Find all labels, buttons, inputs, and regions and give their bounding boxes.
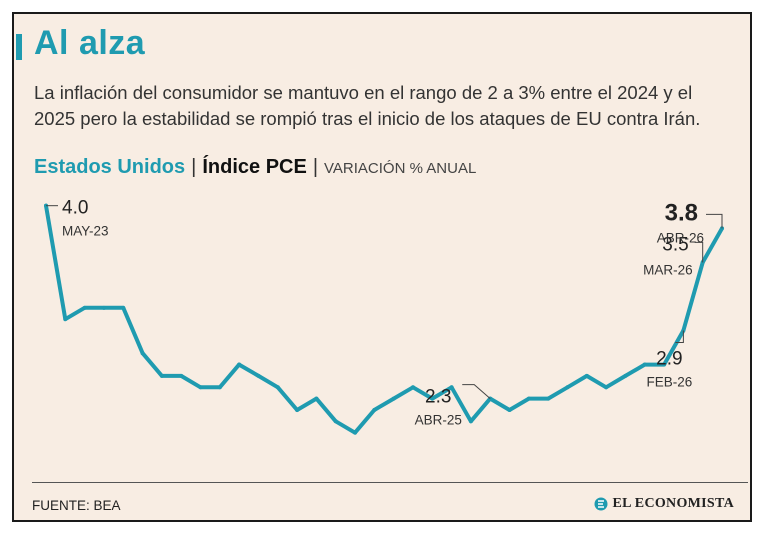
- data-point: [353, 430, 358, 435]
- metric-label: VARIACIÓN % ANUAL: [324, 160, 477, 177]
- data-label-value: 2.3: [425, 387, 451, 408]
- data-point: [198, 385, 203, 390]
- data-label-value: 2.9: [656, 349, 682, 370]
- data-point: [217, 385, 222, 390]
- data-point: [565, 385, 570, 390]
- data-point: [256, 373, 261, 378]
- data-label-date: MAR-26: [643, 262, 693, 277]
- data-point: [546, 396, 551, 401]
- data-point: [179, 373, 184, 378]
- data-label-date: FEB-26: [646, 375, 692, 390]
- data-label-value: 3.5: [662, 234, 688, 255]
- annotation-may-23: 4.0 MAY-23: [46, 198, 109, 239]
- data-point: [140, 351, 145, 356]
- data-point: [333, 419, 338, 424]
- data-point: [604, 385, 609, 390]
- data-point: [121, 305, 126, 310]
- annotation-abr-26: 3.8 ABR-26: [657, 199, 723, 245]
- data-point: [410, 385, 415, 390]
- annotation-abr-25: 2.3 ABR-25: [415, 384, 491, 428]
- annotation-leader-line: [675, 330, 684, 344]
- title-accent-bar: [16, 34, 22, 60]
- publisher-brand: EL ECONOMISTA: [594, 496, 735, 512]
- data-label-value: 3.8: [665, 199, 698, 226]
- data-point: [372, 407, 377, 412]
- data-point: [430, 396, 435, 401]
- data-label-date: ABR-25: [415, 413, 462, 428]
- data-point: [507, 407, 512, 412]
- data-point: [275, 385, 280, 390]
- index-label: Índice PCE: [202, 156, 307, 178]
- data-point: [159, 373, 164, 378]
- annotation-mar-26: 3.5 MAR-26: [643, 234, 704, 277]
- header-separator-1: |: [191, 156, 197, 178]
- source-note: FUENTE: BEA: [32, 498, 121, 513]
- series-header: Estados Unidos | Índice PCE | VARIACIÓN % AN…: [34, 156, 476, 179]
- annotation-leader-line: [462, 384, 491, 399]
- data-point: [314, 396, 319, 401]
- annotation-leader-line: [694, 241, 704, 263]
- data-label-date: MAY-23: [62, 224, 109, 239]
- annotation-feb-26: 2.9 FEB-26: [646, 330, 692, 390]
- brand-name: EL ECONOMISTA: [612, 496, 734, 511]
- brand-logo-icon: [594, 497, 607, 511]
- chart-title: Al alza: [34, 24, 146, 62]
- data-point: [82, 305, 87, 310]
- country-label: Estados Unidos: [34, 156, 186, 178]
- footer-divider: [32, 482, 748, 483]
- data-point: [63, 317, 68, 322]
- data-point: [101, 305, 106, 310]
- pce-line-chart: 4.0 MAY-23 2.3 ABR-25 2.9 FEB-26 3.5 MAR-26 3.8 A…: [44, 198, 724, 435]
- series-line: [44, 203, 724, 435]
- data-point: [526, 396, 531, 401]
- data-point: [449, 385, 454, 390]
- data-point: [584, 373, 589, 378]
- data-point: [468, 419, 473, 424]
- data-point: [237, 362, 242, 367]
- header-separator-2: |: [312, 156, 319, 178]
- chart-subtitle: La inflación del consumidor se mantuvo e…: [34, 82, 701, 129]
- data-label-value: 4.0: [62, 198, 88, 219]
- data-point: [295, 407, 300, 412]
- data-point: [623, 373, 628, 378]
- data-point: [642, 362, 647, 367]
- data-label-date: ABR-26: [657, 230, 704, 245]
- data-point: [391, 396, 396, 401]
- chart-card: Al alza La inflación del consumidor se m…: [12, 12, 752, 522]
- data-point: [662, 362, 667, 367]
- annotation-leader-line: [706, 213, 723, 229]
